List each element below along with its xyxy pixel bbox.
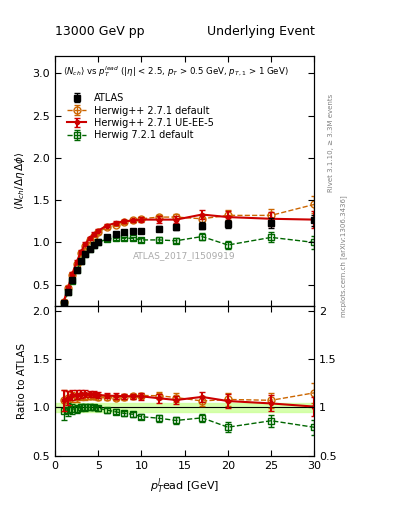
X-axis label: $p_{T}^{l}$ead [GeV]: $p_{T}^{l}$ead [GeV] — [150, 476, 219, 496]
Legend: ATLAS, Herwig++ 2.7.1 default, Herwig++ 2.7.1 UE-EE-5, Herwig 7.2.1 default: ATLAS, Herwig++ 2.7.1 default, Herwig++ … — [65, 91, 216, 142]
Text: Underlying Event: Underlying Event — [207, 26, 314, 38]
Y-axis label: Ratio to ATLAS: Ratio to ATLAS — [17, 343, 27, 419]
Text: 13000 GeV pp: 13000 GeV pp — [55, 26, 145, 38]
Text: ATLAS_2017_I1509919: ATLAS_2017_I1509919 — [133, 251, 236, 261]
Y-axis label: $\langle N_{ch}/ \Delta\eta\, \Delta\phi\rangle$: $\langle N_{ch}/ \Delta\eta\, \Delta\phi… — [13, 152, 27, 210]
Text: $\langle N_{ch}\rangle$ vs $p_T^{lead}$ ($|\eta|$ < 2.5, $p_T$ > 0.5 GeV, $p_{T,: $\langle N_{ch}\rangle$ vs $p_T^{lead}$ … — [63, 64, 288, 79]
Bar — [55, 402, 314, 412]
Text: Rivet 3.1.10, ≥ 3.3M events: Rivet 3.1.10, ≥ 3.3M events — [328, 94, 334, 193]
Text: mcplots.cern.ch [arXiv:1306.3436]: mcplots.cern.ch [arXiv:1306.3436] — [340, 195, 347, 317]
